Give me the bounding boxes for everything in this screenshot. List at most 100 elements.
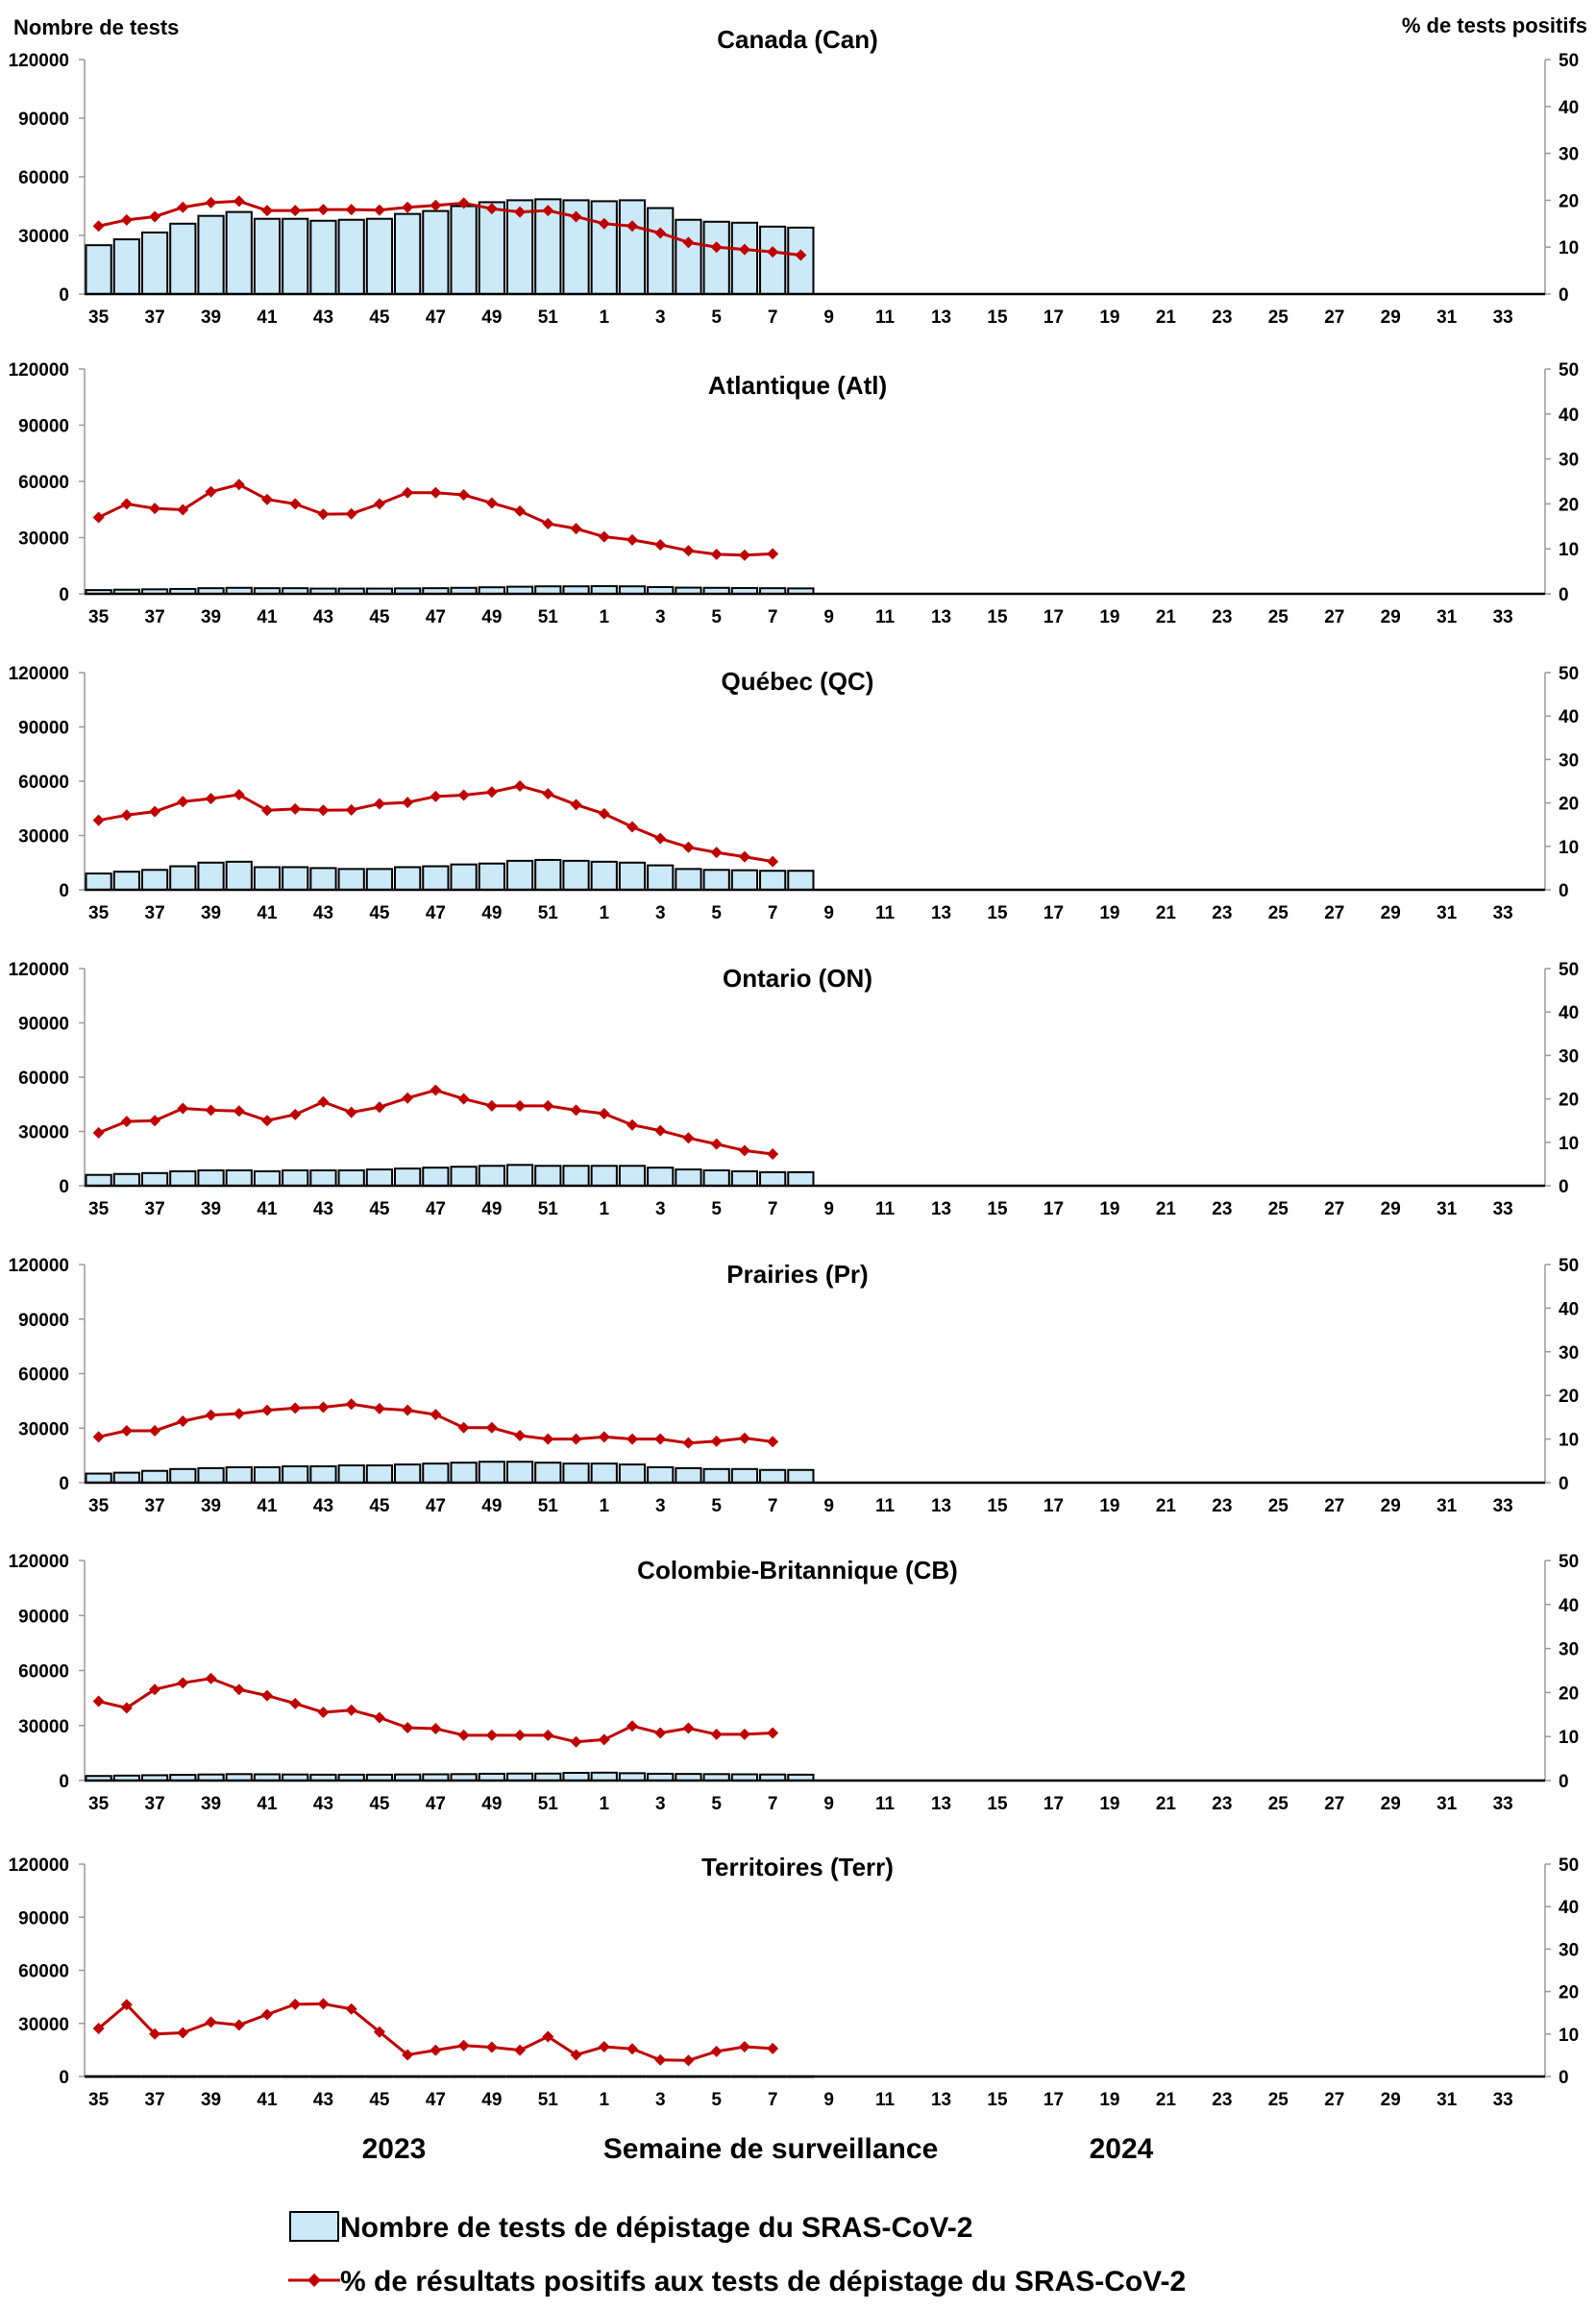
x-tick-label: 13 bbox=[931, 1199, 951, 1219]
percent-point bbox=[92, 2023, 105, 2035]
left-tick-label: 120000 bbox=[9, 51, 69, 71]
x-tick-label: 17 bbox=[1044, 1199, 1064, 1219]
bar-tests bbox=[197, 1466, 225, 1485]
x-tick-label: 27 bbox=[1324, 307, 1344, 328]
x-tick-label: 51 bbox=[538, 1199, 559, 1219]
percent-point bbox=[149, 1115, 161, 1127]
right-tick-label: 30 bbox=[1559, 1940, 1579, 1960]
bar-tests bbox=[618, 1463, 647, 1485]
right-tick-label: 20 bbox=[1559, 1387, 1579, 1407]
bar-tests bbox=[225, 210, 253, 296]
x-tick-label: 37 bbox=[145, 1794, 165, 1814]
bar-tests bbox=[253, 1169, 282, 1188]
percent-point bbox=[149, 1424, 161, 1437]
percent-point bbox=[345, 507, 357, 520]
x-tick-label: 11 bbox=[875, 607, 896, 627]
percent-point bbox=[710, 2045, 723, 2057]
bar-tests bbox=[85, 872, 112, 891]
percent-point bbox=[542, 1099, 554, 1112]
left-tick-label: 30000 bbox=[18, 827, 69, 848]
bar-tests bbox=[422, 209, 450, 295]
x-tick-label: 9 bbox=[823, 1794, 834, 1814]
x-tick-label: 45 bbox=[369, 1794, 390, 1814]
x-tick-label: 9 bbox=[823, 2090, 834, 2110]
x-tick-label: 11 bbox=[875, 1496, 896, 1516]
left-tick-label: 60000 bbox=[18, 168, 69, 188]
panel-2: Québec (QC) 0 30000 60000 90000 120000 0 10 20 30… bbox=[9, 664, 1580, 923]
bar-tests bbox=[309, 219, 337, 295]
percent-point bbox=[542, 788, 554, 800]
x-tick-label: 45 bbox=[369, 1496, 390, 1516]
x-tick-label: 41 bbox=[257, 307, 278, 328]
x-tick-label: 17 bbox=[1044, 1496, 1064, 1516]
x-tick-label: 29 bbox=[1381, 1496, 1401, 1516]
percent-point bbox=[149, 210, 161, 223]
x-tick-label: 45 bbox=[369, 903, 390, 923]
percent-point bbox=[120, 1424, 133, 1437]
percent-point bbox=[738, 2041, 750, 2053]
percent-point bbox=[626, 1118, 638, 1131]
percent-point bbox=[149, 805, 161, 818]
right-tick-label: 10 bbox=[1559, 2026, 1579, 2046]
percent-point bbox=[402, 201, 414, 213]
percent-point bbox=[598, 2041, 610, 2053]
bar-tests bbox=[169, 222, 197, 295]
percent-point bbox=[289, 1697, 302, 1709]
bar-tests bbox=[590, 860, 618, 892]
right-tick-label: 40 bbox=[1559, 707, 1579, 727]
x-tick-label: 15 bbox=[987, 1794, 1008, 1814]
panel-1: Atlantique (Atl) 0 30000 60000 90000 120000 0 1… bbox=[9, 360, 1580, 627]
percent-point bbox=[485, 786, 498, 799]
x-tick-label: 37 bbox=[145, 307, 165, 328]
percent-point bbox=[710, 241, 723, 254]
x-tick-label: 31 bbox=[1436, 607, 1458, 627]
bar-tests bbox=[450, 1166, 478, 1187]
percent-point bbox=[205, 1672, 217, 1684]
bar-tests bbox=[647, 864, 675, 892]
x-tick-label: 21 bbox=[1156, 307, 1177, 328]
percent-point bbox=[177, 1677, 189, 1689]
x-tick-label: 15 bbox=[987, 903, 1008, 923]
bar-tests bbox=[422, 1167, 450, 1187]
right-tick-label: 0 bbox=[1559, 585, 1569, 605]
x-tick-label: 31 bbox=[1436, 1794, 1458, 1814]
percent-point bbox=[682, 1437, 695, 1449]
x-tick-label: 17 bbox=[1044, 607, 1064, 627]
percent-point bbox=[682, 2054, 695, 2067]
x-tick-label: 17 bbox=[1044, 1794, 1064, 1814]
right-tick-label: 40 bbox=[1559, 405, 1579, 426]
x-tick-label: 23 bbox=[1212, 1199, 1232, 1219]
left-tick-label: 60000 bbox=[18, 1962, 69, 1982]
right-tick-label: 20 bbox=[1559, 1683, 1579, 1704]
x-tick-label: 21 bbox=[1156, 903, 1177, 923]
x-tick-label: 25 bbox=[1268, 903, 1289, 923]
percent-point bbox=[738, 1144, 750, 1157]
percent-point bbox=[570, 1735, 582, 1748]
panel-0: Canada (Can) 0 30000 60000 90000 120000 0 10 20 3… bbox=[9, 25, 1580, 328]
percent-point bbox=[570, 1104, 582, 1117]
percent-point bbox=[514, 504, 527, 517]
percent-point bbox=[710, 548, 723, 560]
bar-tests bbox=[675, 868, 702, 892]
percent-point bbox=[345, 1106, 357, 1118]
bar-tests bbox=[675, 218, 702, 296]
x-tick-label: 29 bbox=[1381, 607, 1401, 627]
percent-point bbox=[205, 1104, 217, 1117]
bar-tests bbox=[730, 1467, 759, 1484]
left-tick-label: 0 bbox=[59, 1474, 69, 1494]
percent-point bbox=[177, 2027, 189, 2039]
left-tick-label: 0 bbox=[59, 881, 69, 901]
year-label-2024: 2024 bbox=[1090, 2133, 1154, 2165]
x-tick-label: 43 bbox=[313, 1794, 333, 1814]
x-tick-label: 23 bbox=[1212, 1794, 1232, 1814]
x-tick-label: 39 bbox=[201, 607, 221, 627]
bar-tests bbox=[702, 1467, 730, 1484]
percent-point bbox=[402, 1404, 414, 1416]
legend-bars-label: Nombre de tests de dépistage du SRAS-CoV… bbox=[340, 2212, 972, 2244]
percent-point bbox=[767, 548, 779, 560]
x-tick-label: 45 bbox=[369, 607, 390, 627]
bar-tests bbox=[394, 1463, 422, 1485]
right-tick-label: 30 bbox=[1559, 1640, 1579, 1660]
bar-tests bbox=[422, 865, 450, 891]
left-tick-label: 120000 bbox=[9, 1552, 69, 1572]
